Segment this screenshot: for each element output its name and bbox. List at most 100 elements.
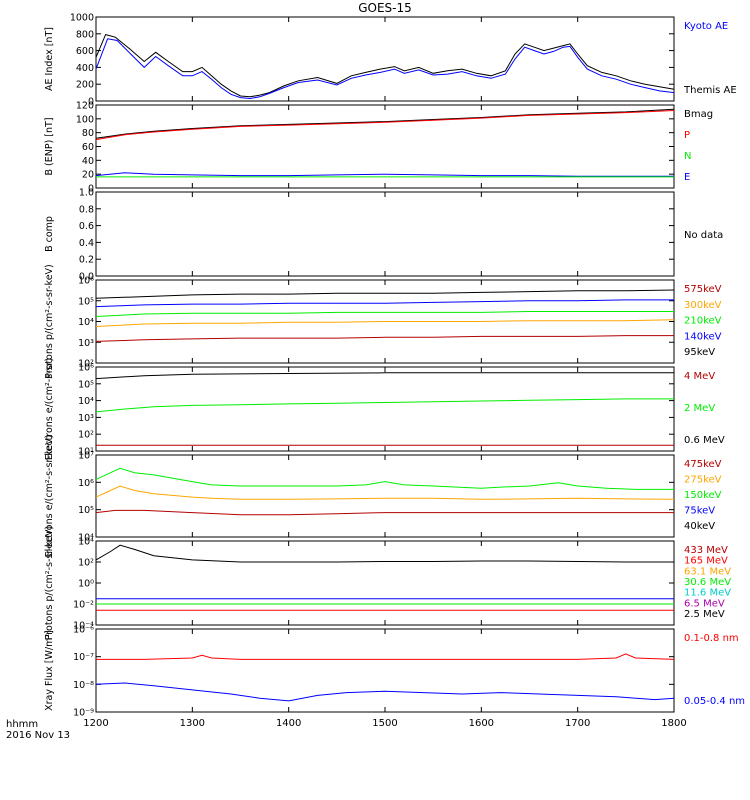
y-tick-label: 60 xyxy=(82,142,94,153)
panel-xray: 10⁻⁹ 10⁻⁸ 10⁻⁷ 10⁻⁶ Xray Flux [W/m²] 0.1-0.8 … xyxy=(44,625,745,719)
series-line-e xyxy=(95,172,674,177)
y-tick-label: 10⁻⁹ xyxy=(73,708,94,719)
y-tick-label: 10⁰ xyxy=(78,579,94,590)
y-axis-label: AE Index [nT] xyxy=(44,27,55,91)
legend-entry: 300keV xyxy=(684,300,722,311)
legend-entry: 2 MeV xyxy=(684,403,715,414)
x-axis-units-label: hhmm xyxy=(6,719,38,730)
legend-entry: 433 MeV xyxy=(684,545,728,556)
y-tick-label: 10¹ xyxy=(78,447,94,458)
y-tick-label: 1000 xyxy=(70,13,94,24)
y-tick-label: 10⁻⁴ xyxy=(73,621,94,632)
series-line-95kev xyxy=(95,289,675,299)
legend-entry: 75keV xyxy=(684,506,715,517)
legend-entry: 165 MeV xyxy=(684,556,728,567)
panel-protons_low: 10² 10³ 10⁴ 10⁵ 10⁶ Protons p/(cm²-s-sr-keV) 5… xyxy=(44,264,722,379)
series-line-2-mev xyxy=(95,398,674,413)
y-tick-label: 1.0 xyxy=(79,188,94,199)
y-tick-label: 10⁶ xyxy=(78,363,94,374)
x-tick-label: 1300 xyxy=(180,718,205,729)
date-label: 2016 Nov 13 xyxy=(6,730,70,741)
y-tick-label: 200 xyxy=(76,80,94,91)
series-line-bmag xyxy=(95,108,675,139)
series-line-475kev xyxy=(95,509,674,516)
legend-entry: 40keV xyxy=(684,521,715,532)
panel-frame xyxy=(95,366,675,452)
y-tick-label: 10⁻² xyxy=(73,600,94,611)
x-tick-label: 1400 xyxy=(276,718,301,729)
panel-ae: 0 200 400 600 800 1000 AE Index [nT] Kyoto AE Th… xyxy=(44,13,737,108)
y-tick-label: 80 xyxy=(82,128,94,139)
legend-entry: 2.5 MeV xyxy=(684,609,725,620)
legend-entry: 475keV xyxy=(684,459,722,470)
y-axis-label: Electrons e/(cm²-s-sr-keV) xyxy=(44,435,55,558)
y-tick-label: 0 xyxy=(88,184,94,195)
legend-entry: 63.1 MeV xyxy=(684,566,731,577)
series-line-0-1-0-8-nm xyxy=(96,653,675,660)
y-axis-label: B (ENP) [nT] xyxy=(44,117,55,175)
y-tick-label: 10⁷ xyxy=(78,451,94,462)
legend-entry: 11.6 MeV xyxy=(684,588,731,599)
x-tick-label: 1200 xyxy=(83,718,108,729)
y-tick-label: 10² xyxy=(78,359,94,370)
panel-bfield: 0 20 40 60 80 100 120 B (ENP) [nT] Bmag PNE xyxy=(44,101,713,195)
y-tick-label: 10⁴ xyxy=(78,533,94,544)
y-tick-label: 10⁻⁷ xyxy=(73,652,94,663)
y-tick-label: 10² xyxy=(78,558,94,569)
legend-entry: 210keV xyxy=(684,316,722,327)
series-line-0-6-mev xyxy=(95,372,674,380)
legend-entry: 6.5 MeV xyxy=(684,598,725,609)
y-tick-label: 10⁵ xyxy=(78,379,94,390)
y-tick-label: 0.6 xyxy=(79,221,94,232)
y-tick-label: 100 xyxy=(76,114,94,125)
series-line-p xyxy=(95,110,675,141)
x-tick-label: 1600 xyxy=(469,718,494,729)
y-tick-label: 10⁴ xyxy=(78,396,94,407)
y-tick-label: 0.4 xyxy=(79,238,94,249)
panel-frame xyxy=(95,104,675,189)
y-axis-label: B comp xyxy=(44,216,55,252)
panel-frame xyxy=(95,628,675,713)
series-line-2-5-mev xyxy=(95,544,674,563)
y-tick-label: 10⁻⁸ xyxy=(73,680,94,691)
series-line-275kev xyxy=(95,485,675,500)
legend-entry: P xyxy=(684,130,690,141)
series-line-150kev xyxy=(95,467,674,490)
y-tick-label: 10⁵ xyxy=(78,505,94,516)
legend-entry: 0.1-0.8 nm xyxy=(684,633,739,644)
x-tick-label: 1500 xyxy=(372,718,397,729)
legend-entry: E xyxy=(684,172,690,183)
legend-entry: Kyoto AE xyxy=(684,21,728,32)
y-tick-label: 10² xyxy=(78,430,94,441)
y-tick-label: 0.2 xyxy=(79,255,94,266)
series-line-kyoto-ae xyxy=(95,38,675,100)
series-line-575kev xyxy=(95,335,674,342)
legend-entry: Bmag xyxy=(684,109,713,120)
y-tick-label: 600 xyxy=(76,46,94,57)
x-tick-label: 1800 xyxy=(661,718,686,729)
y-tick-label: 40 xyxy=(82,156,94,167)
y-tick-label: 10³ xyxy=(78,338,94,349)
y-axis-label: Electrons e/(cm²-s-sr) xyxy=(44,358,55,460)
y-tick-label: 10³ xyxy=(78,413,94,424)
y-tick-label: 10⁴ xyxy=(78,537,94,548)
x-tick-label: 1700 xyxy=(565,718,590,729)
panel-electrons_kev: 10⁴ 10⁵ 10⁶ 10⁷ Electrons e/(cm²-s-sr-keV) 47… xyxy=(44,435,722,558)
legend-entry: 95keV xyxy=(684,347,715,358)
panel-frame xyxy=(95,540,675,626)
panel-bcomp: 0.0 0.2 0.4 0.6 0.8 1.0 B comp No data xyxy=(44,188,723,283)
y-tick-label: 0.8 xyxy=(79,204,94,215)
series-line-0-05-0-4-nm xyxy=(95,682,675,702)
y-tick-label: 10⁴ xyxy=(78,317,94,328)
legend-entry: 150keV xyxy=(684,490,722,501)
y-tick-label: 10⁵ xyxy=(78,296,94,307)
panel-frame xyxy=(95,16,675,102)
legend-entry: 0.6 MeV xyxy=(684,435,725,446)
panel-electrons_mev: 10¹ 10² 10³ 10⁴ 10⁵ 10⁶ Electrons e/(cm²-s-sr)… xyxy=(44,358,725,460)
legend-entry: No data xyxy=(684,230,723,241)
legend-entry: Themis AE xyxy=(683,85,737,96)
chart-title: GOES-15 xyxy=(358,1,412,15)
y-tick-label: 10⁶ xyxy=(78,276,94,287)
